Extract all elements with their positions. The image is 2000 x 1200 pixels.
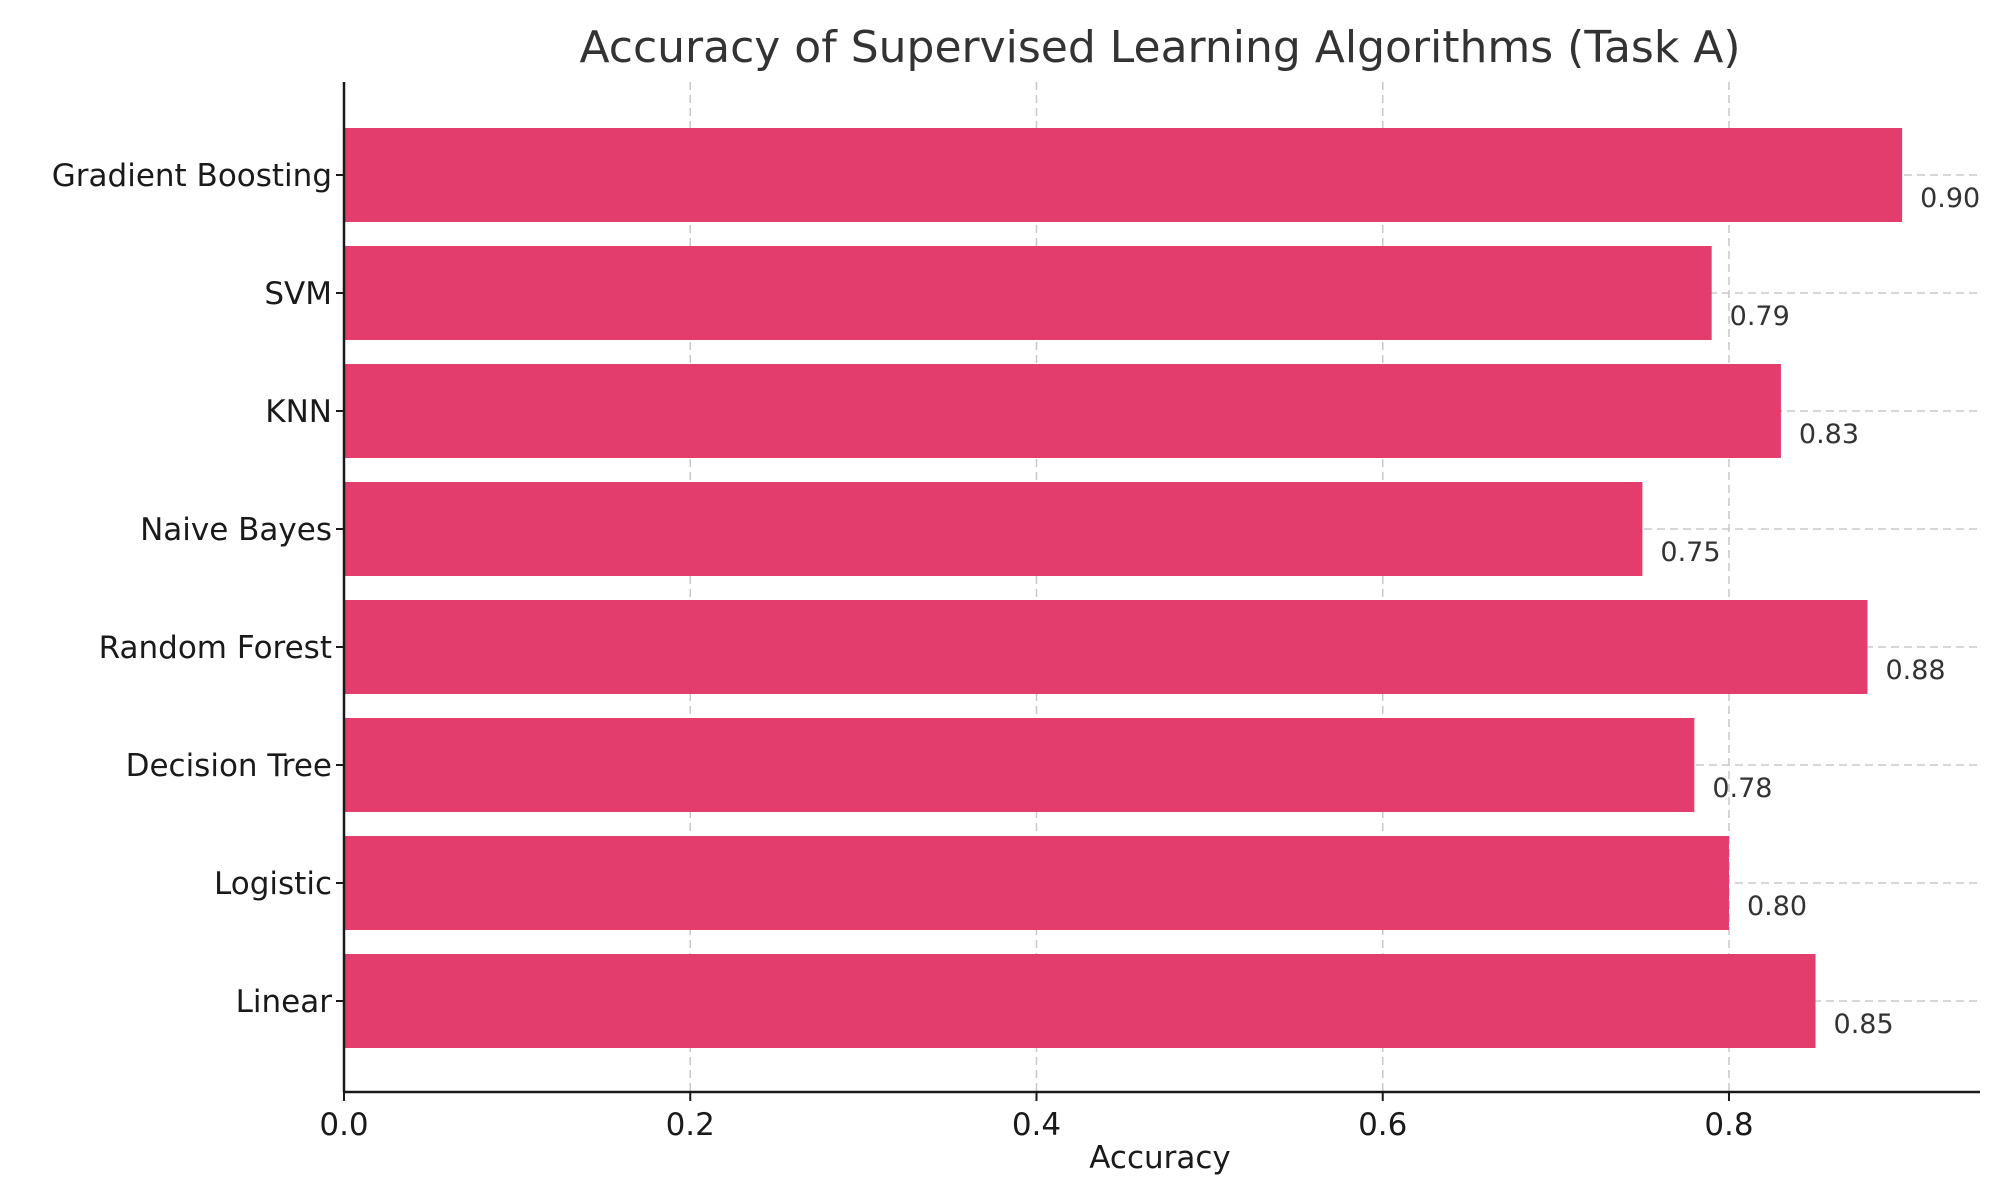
axes: Linear Logistic Decision Tree Random Forest… <box>52 82 1980 1143</box>
value-label: 0.79 <box>1730 301 1790 332</box>
value-label: 0.75 <box>1660 537 1720 568</box>
grid <box>344 82 1980 1092</box>
value-label: 0.90 <box>1920 183 1980 214</box>
x-tick-label: 0.6 <box>1358 1107 1407 1143</box>
value-label: 0.80 <box>1747 891 1807 922</box>
bar <box>344 718 1695 812</box>
bar <box>344 128 1903 222</box>
category-label: Gradient Boosting <box>52 158 332 194</box>
x-tick-label: 0.0 <box>319 1107 368 1143</box>
x-axis-label: Accuracy <box>1089 1140 1231 1176</box>
value-label: 0.85 <box>1834 1009 1894 1040</box>
category-label: KNN <box>265 394 332 430</box>
bar <box>344 246 1712 340</box>
category-label: Naive Bayes <box>140 512 332 548</box>
x-tick-label: 0.4 <box>1012 1107 1061 1143</box>
category-label: Logistic <box>214 866 332 902</box>
category-label: Linear <box>236 984 333 1020</box>
value-label: 0.88 <box>1885 655 1945 686</box>
bar <box>344 836 1729 930</box>
bar <box>344 482 1643 576</box>
chart-title: Accuracy of Supervised Learning Algorith… <box>579 22 1740 73</box>
bar <box>344 364 1781 458</box>
bar <box>344 954 1816 1048</box>
x-tick-label: 0.8 <box>1704 1107 1753 1143</box>
bar <box>344 600 1868 694</box>
category-label: Decision Tree <box>126 748 332 784</box>
value-label: 0.83 <box>1799 419 1859 450</box>
category-label: SVM <box>264 276 332 312</box>
value-label: 0.78 <box>1712 773 1772 804</box>
x-tick-label: 0.2 <box>666 1107 715 1143</box>
bars: 0.85 0.80 0.78 0.88 0.75 0.83 0.79 0.90 <box>344 128 1980 1048</box>
category-label: Random Forest <box>99 630 332 666</box>
